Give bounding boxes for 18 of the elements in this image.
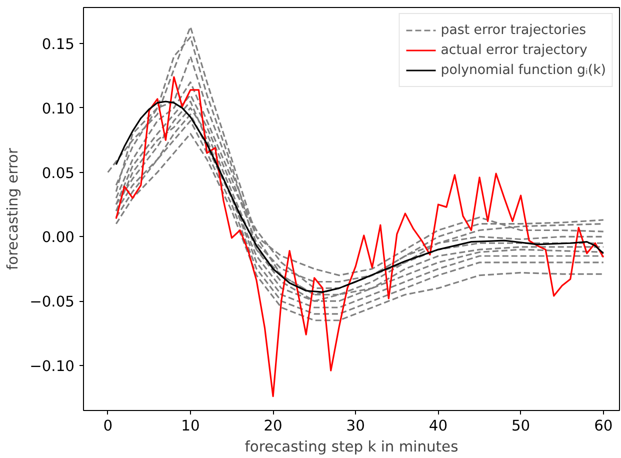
y-tick-label: 0.15: [42, 36, 75, 54]
x-tick-label: 0: [103, 418, 113, 434]
x-tick-label: 30: [346, 418, 365, 434]
x-tick-label: 40: [428, 418, 448, 434]
legend-label: polynomial function gᵢ(k): [440, 62, 606, 78]
x-axis-title: forecasting step k in minutes: [244, 438, 458, 456]
legend-label: past error trajectories: [440, 22, 586, 38]
x-tick-label: 60: [594, 418, 613, 434]
y-tick-label: −0.05: [30, 294, 75, 311]
y-tick-label: 0.10: [42, 100, 75, 118]
y-tick-label: 0.05: [42, 164, 75, 182]
legend-label: actual error trajectory: [440, 42, 588, 58]
y-tick-label: 0.00: [42, 229, 75, 246]
x-tick-label: 10: [181, 418, 200, 434]
y-tick-label: −0.10: [30, 358, 75, 375]
x-tick-label: 20: [264, 418, 282, 434]
y-axis-title: forecasting error: [4, 146, 22, 270]
x-tick-label: 50: [511, 418, 530, 434]
